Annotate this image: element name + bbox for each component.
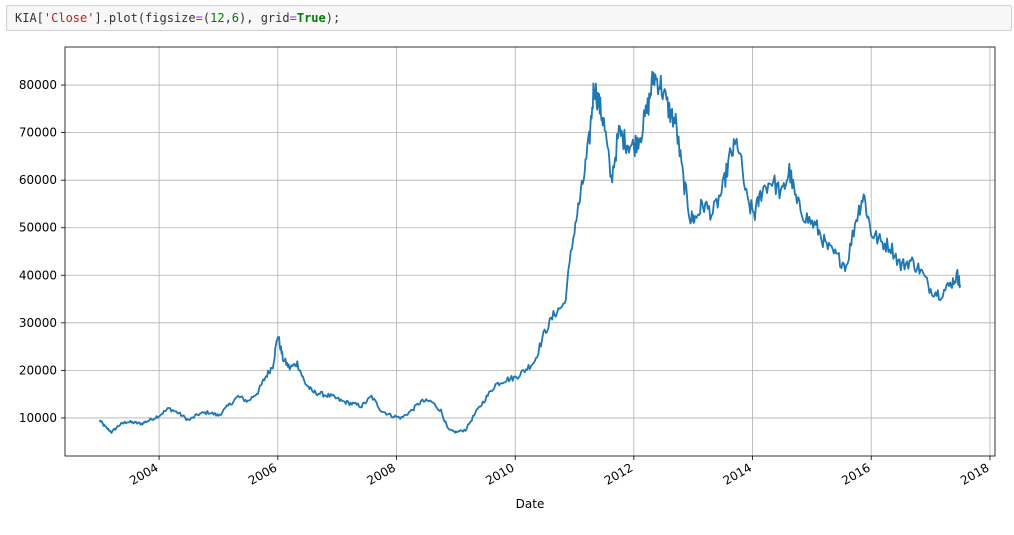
line-chart: 10000 20000 30000 40000 50000 60000 70000 80000… xyxy=(19,46,996,511)
y-tick-label: 60000 xyxy=(19,173,57,187)
y-tick-label: 20000 xyxy=(19,363,57,377)
y-tick-label: 30000 xyxy=(19,316,57,330)
code-suffix: ); xyxy=(325,11,341,25)
code-cell-input[interactable]: KIA['Close'].plot(figsize=(12,6), grid=T… xyxy=(6,5,1012,31)
series-layer xyxy=(98,70,961,434)
code-comma: , xyxy=(224,11,232,25)
x-tick-label: 2012 xyxy=(602,460,635,487)
x-tick-label: 2006 xyxy=(246,460,279,487)
code-args-close: ), grid xyxy=(239,11,290,25)
x-tick-label: 2004 xyxy=(127,460,160,487)
y-tick-label: 80000 xyxy=(19,78,57,92)
code-column-string: 'Close' xyxy=(43,11,95,25)
code-prefix: KIA[ xyxy=(15,11,44,25)
x-tick-label: 2010 xyxy=(483,460,516,487)
axes-layer: 10000 20000 30000 40000 50000 60000 70000 80000… xyxy=(19,46,996,488)
x-tick-label: 2014 xyxy=(721,460,754,487)
code-equals-1: = xyxy=(195,11,203,25)
x-tick-label: 2018 xyxy=(958,460,991,487)
grid-layer xyxy=(65,47,995,456)
plot-frame xyxy=(64,46,996,457)
x-tick-label: 2016 xyxy=(839,460,872,487)
y-tick-label: 40000 xyxy=(19,268,57,282)
y-tick-label: 10000 xyxy=(19,411,57,425)
chart-output: 10000 20000 30000 40000 50000 60000 70000 80000… xyxy=(0,40,1014,531)
code-number-6: 6 xyxy=(231,11,240,25)
x-axis-label: Date xyxy=(516,497,545,511)
code-keyword-true: True xyxy=(296,11,326,25)
code-number-12: 12 xyxy=(210,11,225,25)
x-tick-label: 2008 xyxy=(364,460,397,487)
code-method: ].plot(figsize xyxy=(94,11,196,25)
code-args-open: ( xyxy=(202,11,211,25)
close-price-line xyxy=(98,70,961,434)
y-tick-label: 70000 xyxy=(19,126,57,140)
y-tick-label: 50000 xyxy=(19,221,57,235)
code-equals-2: = xyxy=(289,11,297,25)
